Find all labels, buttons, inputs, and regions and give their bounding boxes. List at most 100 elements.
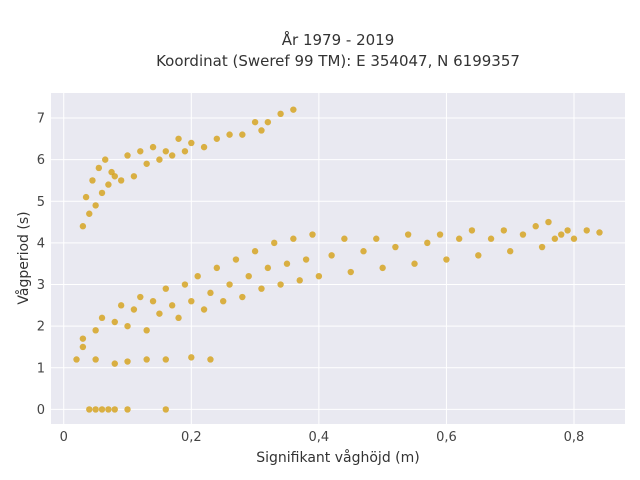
data-point [283, 260, 291, 267]
data-point [188, 139, 195, 147]
data-point [111, 173, 118, 180]
y-axis-title: Vågperiod (s) [15, 211, 32, 304]
data-point [130, 306, 138, 313]
x-tick-label: 0,8 [564, 430, 585, 445]
data-point [98, 406, 106, 413]
data-point [213, 264, 221, 272]
x-tick-label: 0 [60, 430, 68, 445]
data-point [245, 272, 252, 280]
data-point [168, 302, 176, 309]
data-point [239, 293, 246, 301]
data-point [137, 148, 144, 155]
data-point [89, 177, 96, 184]
data-point [538, 243, 546, 251]
data-point [156, 310, 163, 317]
data-point [143, 356, 150, 363]
data-point [315, 272, 323, 280]
data-point [455, 235, 463, 242]
plot-area [51, 93, 625, 424]
y-tick-label: 0 [37, 403, 45, 418]
data-point [162, 356, 169, 363]
y-tick-label: 7 [37, 111, 45, 126]
data-point [111, 318, 118, 326]
y-tick-label: 1 [37, 361, 45, 376]
data-point [404, 231, 412, 238]
grid-lines [51, 93, 625, 424]
data-point [411, 260, 418, 267]
data-point [200, 143, 208, 151]
data-point [175, 314, 182, 322]
data-point [73, 356, 80, 363]
data-point [162, 285, 169, 292]
data-point [92, 327, 99, 334]
data-point [102, 156, 109, 163]
data-point [207, 356, 214, 363]
data-point [175, 135, 182, 142]
data-point [207, 289, 214, 297]
y-tick-label: 5 [37, 195, 45, 210]
data-point [424, 239, 431, 247]
data-point [347, 268, 354, 276]
data-point [92, 406, 99, 413]
data-point [149, 297, 157, 305]
data-point [98, 314, 106, 322]
data-point [124, 358, 131, 365]
data-point [487, 235, 495, 242]
data-point [181, 281, 189, 288]
data-point [596, 229, 603, 236]
data-point [436, 231, 444, 238]
data-point [277, 281, 284, 288]
data-point [130, 173, 138, 180]
x-tick-label: 0,2 [181, 430, 202, 445]
chart-subtitle: Koordinat (Sweref 99 TM): E 354047, N 61… [156, 52, 520, 70]
data-point [519, 231, 527, 238]
y-tick-label: 4 [37, 236, 45, 251]
data-point [564, 227, 571, 234]
data-point [181, 148, 189, 155]
data-point [124, 406, 131, 413]
data-point [188, 297, 195, 305]
data-point [328, 252, 335, 259]
x-axis-title: Signifikant våghöjd (m) [256, 449, 419, 466]
data-point [475, 252, 482, 259]
x-tick-label: 0,6 [436, 430, 457, 445]
data-point [226, 131, 233, 138]
data-point [271, 239, 278, 247]
data-point [443, 256, 450, 263]
data-point [117, 302, 125, 309]
data-point [105, 181, 112, 188]
data-point [98, 189, 106, 197]
data-point [551, 235, 559, 242]
data-point [188, 354, 195, 361]
data-point [143, 160, 150, 167]
data-point [162, 148, 169, 155]
data-point [532, 223, 539, 230]
data-point [258, 127, 265, 134]
data-point [251, 248, 259, 255]
data-point [200, 306, 208, 313]
data-point [373, 235, 380, 242]
data-point [341, 235, 348, 242]
data-point [111, 406, 118, 413]
data-point [92, 356, 99, 363]
data-point [86, 210, 93, 217]
data-point [86, 406, 93, 413]
data-point [583, 227, 590, 234]
x-axis-ticks: 0 0,2 0,4 0,6 0,8 [60, 430, 585, 445]
data-point [82, 193, 90, 201]
data-point [105, 406, 112, 413]
data-point [124, 322, 131, 330]
data-point [290, 106, 297, 113]
data-point [143, 327, 150, 334]
data-point [258, 285, 265, 292]
data-point [360, 248, 367, 255]
data-point [168, 152, 176, 159]
data-point [302, 256, 310, 263]
data-point [558, 231, 565, 238]
data-point [545, 218, 552, 226]
data-point [277, 110, 284, 118]
data-point [232, 256, 240, 263]
data-point [379, 264, 386, 272]
data-point [92, 202, 99, 209]
y-tick-label: 2 [37, 320, 45, 335]
